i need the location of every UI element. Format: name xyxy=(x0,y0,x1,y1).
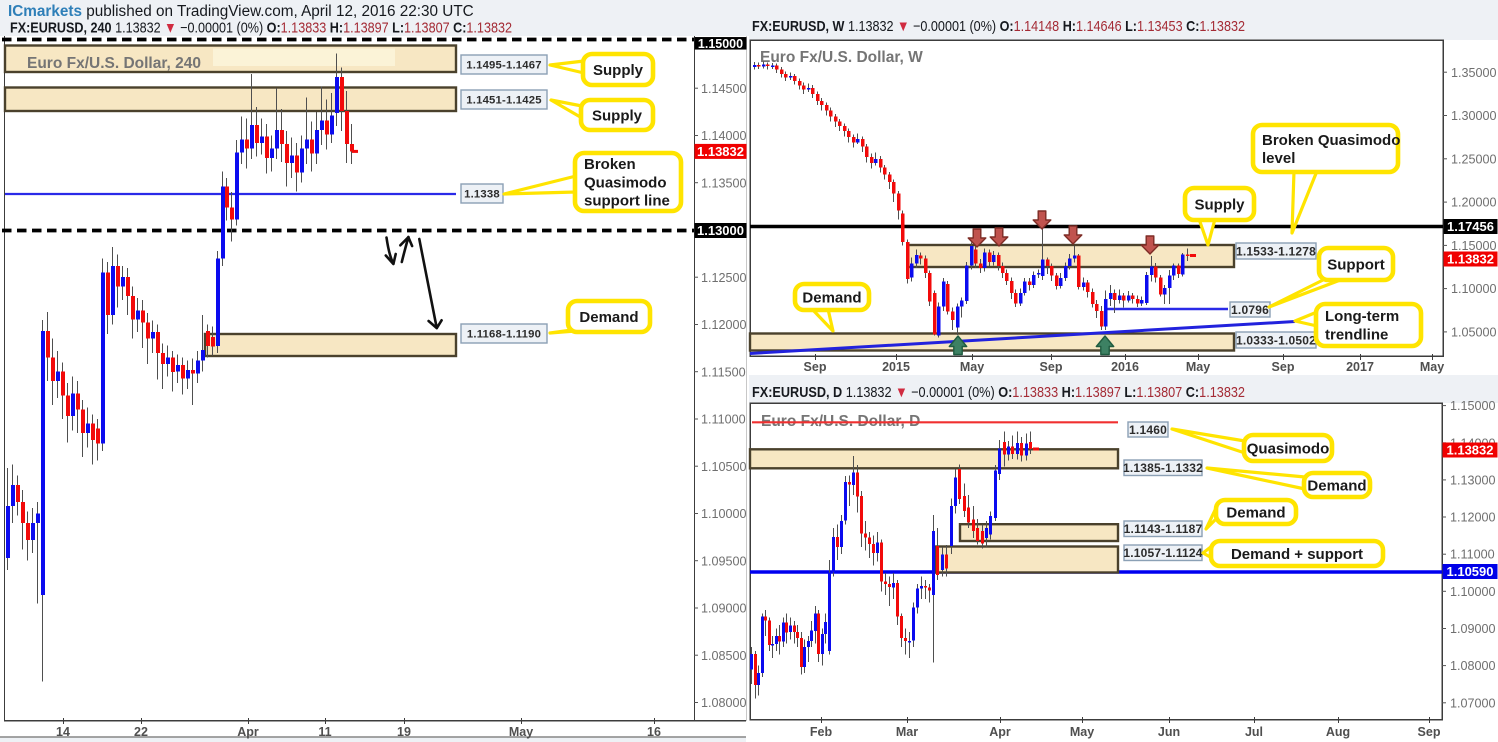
svg-text:1.13832: 1.13832 xyxy=(697,144,744,159)
svg-text:Supply: Supply xyxy=(592,107,643,124)
svg-text:Sep: Sep xyxy=(1272,360,1295,374)
svg-text:Broken Quasimodo: Broken Quasimodo xyxy=(1262,132,1400,149)
svg-text:1.1495-1.1467: 1.1495-1.1467 xyxy=(466,60,541,72)
svg-text:1.07000: 1.07000 xyxy=(1450,696,1496,710)
svg-text:1.10500: 1.10500 xyxy=(701,460,747,474)
svg-text:1.0796: 1.0796 xyxy=(1231,303,1269,317)
svg-text:1.25000: 1.25000 xyxy=(1451,152,1497,166)
svg-text:1.13832: 1.13832 xyxy=(1447,443,1494,458)
svg-text:May: May xyxy=(1420,360,1444,374)
svg-text:Demand: Demand xyxy=(1307,477,1366,494)
svg-text:1.15000: 1.15000 xyxy=(1450,399,1496,413)
svg-text:1.08500: 1.08500 xyxy=(701,649,747,663)
svg-text:1.13000: 1.13000 xyxy=(1450,473,1496,487)
svg-text:Sep: Sep xyxy=(1418,725,1441,739)
svg-text:1.1533-1.1278: 1.1533-1.1278 xyxy=(1236,244,1316,258)
svg-text:1.10000: 1.10000 xyxy=(701,507,747,521)
svg-text:FX:EURUSD, W 1.13832 ▼ −0.000: FX:EURUSD, W 1.13832 ▼ −0.00001 (0%) O:1… xyxy=(752,19,1245,35)
svg-text:May: May xyxy=(509,725,533,739)
svg-text:1.1460: 1.1460 xyxy=(1129,423,1167,437)
svg-text:Supply: Supply xyxy=(593,62,644,79)
svg-text:Quasimodo: Quasimodo xyxy=(584,174,667,191)
svg-text:1.1451-1.1425: 1.1451-1.1425 xyxy=(466,95,541,107)
svg-text:Sep: Sep xyxy=(804,360,827,374)
svg-text:1.12500: 1.12500 xyxy=(701,271,747,285)
svg-text:Jun: Jun xyxy=(1158,725,1180,739)
svg-text:1.13500: 1.13500 xyxy=(701,176,747,190)
svg-text:Apr: Apr xyxy=(237,725,259,739)
svg-text:Broken: Broken xyxy=(584,156,636,173)
svg-text:1.11000: 1.11000 xyxy=(701,413,746,427)
svg-text:Supply: Supply xyxy=(1194,196,1245,213)
svg-text:Demand: Demand xyxy=(1226,504,1285,521)
svg-text:May: May xyxy=(960,360,984,374)
svg-text:2016: 2016 xyxy=(1111,360,1139,374)
svg-text:1.1338: 1.1338 xyxy=(464,189,500,201)
svg-text:14: 14 xyxy=(56,725,70,739)
svg-text:Support: Support xyxy=(1327,256,1385,273)
svg-text:1.35000: 1.35000 xyxy=(1451,66,1497,80)
svg-text:Demand + support: Demand + support xyxy=(1231,546,1363,563)
svg-text:1.10000: 1.10000 xyxy=(1450,585,1496,599)
svg-text:1.08000: 1.08000 xyxy=(701,696,747,710)
svg-text:1.09500: 1.09500 xyxy=(701,554,747,568)
svg-text:1.12000: 1.12000 xyxy=(701,318,747,332)
svg-text:Jul: Jul xyxy=(1245,725,1263,739)
svg-text:1.09000: 1.09000 xyxy=(701,602,747,616)
svg-text:Euro Fx/U.S. Dollar, 240: Euro Fx/U.S. Dollar, 240 xyxy=(27,55,201,72)
svg-text:19: 19 xyxy=(397,725,411,739)
svg-text:Sep: Sep xyxy=(1040,360,1063,374)
svg-text:level: level xyxy=(1262,150,1295,167)
svg-text:1.1385-1.1332: 1.1385-1.1332 xyxy=(1123,461,1203,475)
svg-text:1.14000: 1.14000 xyxy=(701,129,747,143)
svg-text:Euro Fx/U.S. Dollar, W: Euro Fx/U.S. Dollar, W xyxy=(760,49,923,66)
svg-text:1.30000: 1.30000 xyxy=(1451,109,1497,123)
svg-text:Long-term: Long-term xyxy=(1325,308,1399,325)
svg-text:1.0333-1.0502: 1.0333-1.0502 xyxy=(1236,333,1316,347)
svg-text:ICmarkets published on Trading: ICmarkets published on TradingView.com, … xyxy=(8,3,474,20)
svg-text:16: 16 xyxy=(647,725,661,739)
svg-text:11: 11 xyxy=(318,725,331,739)
svg-text:FX:EURUSD, 240 1.13832 ▼ −0.0: FX:EURUSD, 240 1.13832 ▼ −0.00001 (0%) O… xyxy=(10,21,512,37)
svg-text:trendline: trendline xyxy=(1325,327,1388,344)
svg-text:1.12000: 1.12000 xyxy=(1450,511,1496,525)
svg-text:1.20000: 1.20000 xyxy=(1451,196,1497,210)
svg-text:2015: 2015 xyxy=(882,360,910,374)
svg-text:1.08000: 1.08000 xyxy=(1450,659,1496,673)
svg-text:Mar: Mar xyxy=(896,725,918,739)
svg-text:1.11500: 1.11500 xyxy=(701,365,746,379)
svg-text:1.15000: 1.15000 xyxy=(1451,239,1497,253)
svg-text:Demand: Demand xyxy=(579,309,638,326)
svg-text:Demand: Demand xyxy=(802,289,861,306)
svg-text:1.1143-1.1187: 1.1143-1.1187 xyxy=(1124,522,1203,536)
svg-text:1.09000: 1.09000 xyxy=(1450,622,1496,636)
svg-text:1.11000: 1.11000 xyxy=(1450,548,1495,562)
svg-text:1.14500: 1.14500 xyxy=(701,82,747,96)
svg-text:1.10590: 1.10590 xyxy=(1447,564,1494,579)
svg-text:May: May xyxy=(1186,360,1210,374)
svg-text:Feb: Feb xyxy=(810,725,833,739)
svg-text:1.1057-1.1124: 1.1057-1.1124 xyxy=(1123,546,1202,560)
svg-text:FX:EURUSD, D 1.13832 ▼ −0.000: FX:EURUSD, D 1.13832 ▼ −0.00001 (0%) O:1… xyxy=(752,385,1245,401)
svg-text:2017: 2017 xyxy=(1346,360,1374,374)
svg-text:1.1168-1.1190: 1.1168-1.1190 xyxy=(467,329,541,341)
svg-text:1.17456: 1.17456 xyxy=(1447,219,1494,234)
svg-text:1.13832: 1.13832 xyxy=(1447,252,1494,267)
svg-text:1.13000: 1.13000 xyxy=(697,223,744,238)
svg-text:support line: support line xyxy=(584,193,670,210)
svg-text:Quasimodo: Quasimodo xyxy=(1247,440,1330,457)
svg-text:22: 22 xyxy=(134,725,148,739)
svg-text:Apr: Apr xyxy=(989,725,1011,739)
svg-text:1.15000: 1.15000 xyxy=(698,37,743,51)
svg-text:Aug: Aug xyxy=(1326,725,1350,739)
svg-text:1.05000: 1.05000 xyxy=(1451,325,1497,339)
svg-text:1.10000: 1.10000 xyxy=(1451,282,1497,296)
svg-text:May: May xyxy=(1070,725,1094,739)
